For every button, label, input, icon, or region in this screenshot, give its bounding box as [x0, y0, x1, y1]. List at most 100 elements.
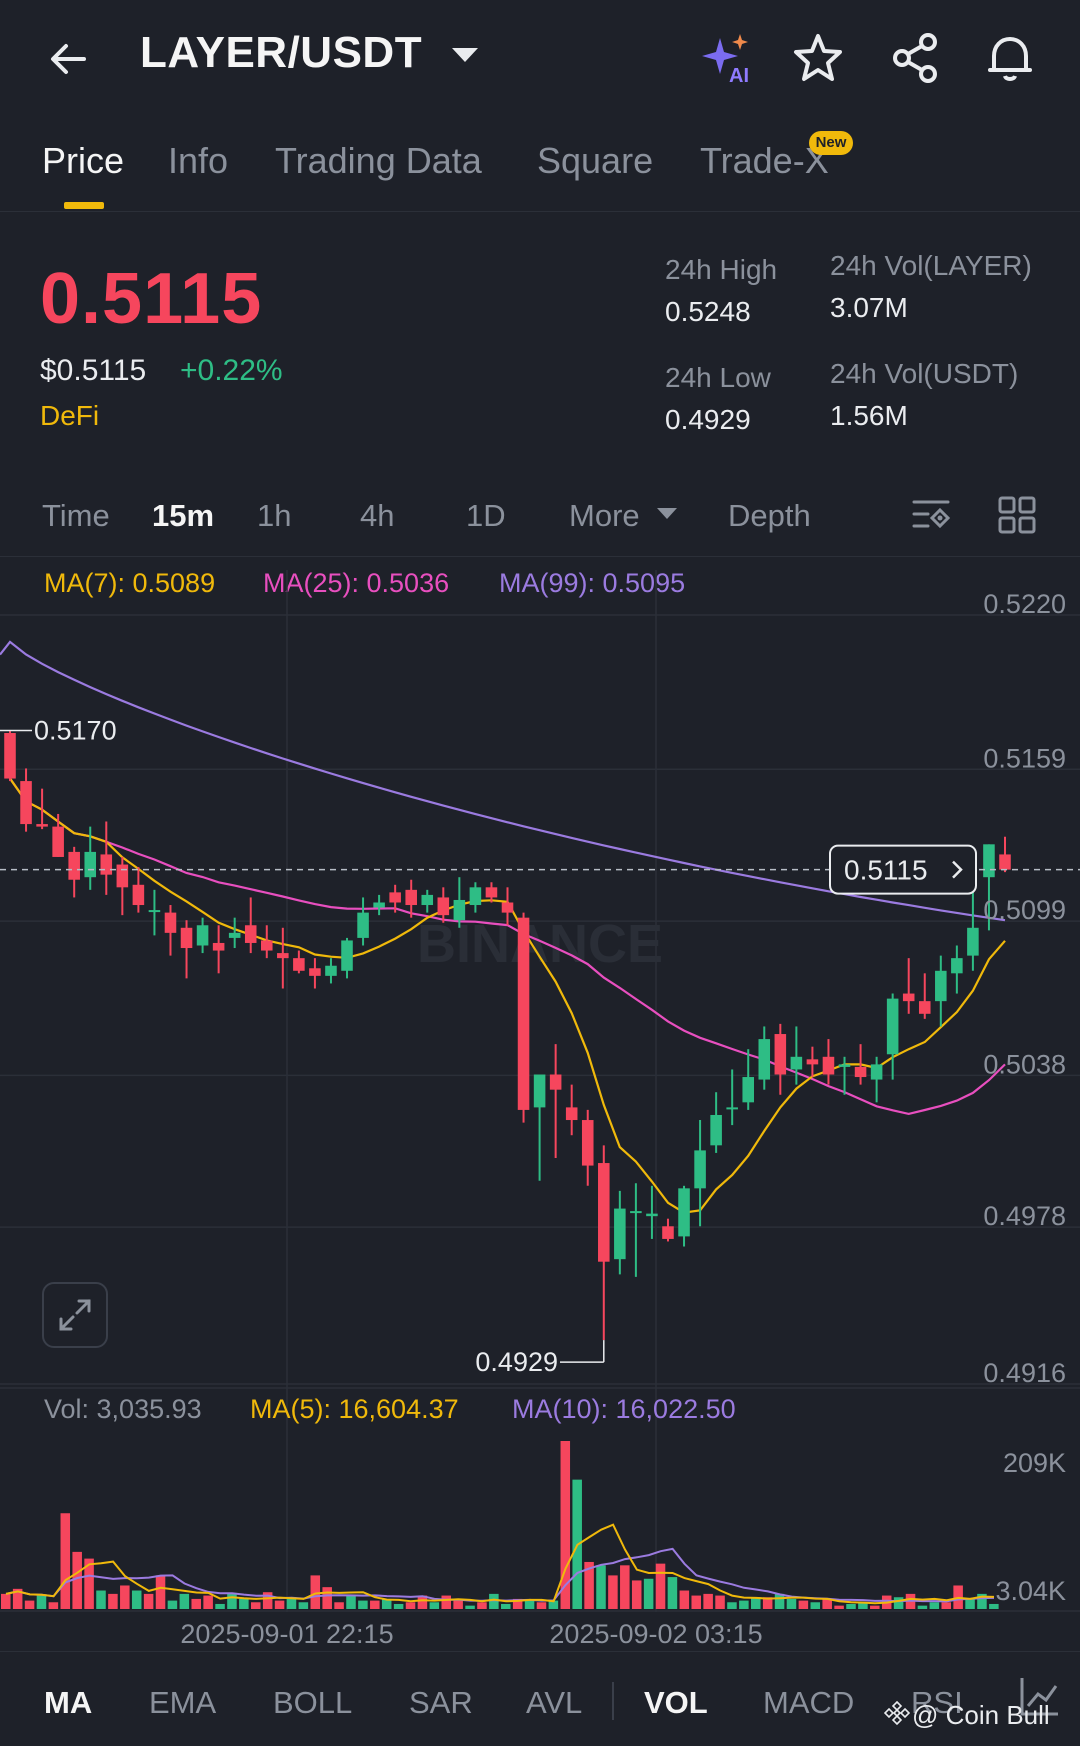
volume-bar [370, 1600, 380, 1609]
candles-group [4, 730, 1011, 1341]
candle-body [84, 851, 97, 878]
ai-label: AI [729, 65, 749, 86]
volume-bar [560, 1441, 571, 1609]
depth-button[interactable]: Depth [728, 498, 811, 533]
volume-bar [608, 1575, 618, 1609]
volume-ma5-line [5, 1523, 995, 1605]
volume-bar [703, 1593, 713, 1609]
volume-bars-group [1, 1441, 999, 1609]
volume-bar [465, 1605, 475, 1609]
volume-bar [858, 1602, 868, 1609]
volume-bar [310, 1575, 321, 1609]
ai-sparkle-icon[interactable]: AI [698, 30, 754, 86]
indicator-macd[interactable]: MACD [763, 1685, 855, 1720]
candle-body [180, 927, 193, 949]
back-arrow-icon[interactable] [44, 34, 94, 84]
tab-square[interactable]: Square [537, 140, 654, 181]
vol-quote-label: 24h Vol(USDT) [830, 358, 1019, 389]
grid-layout-icon[interactable] [996, 494, 1038, 536]
candle-body [662, 1226, 674, 1239]
volume-bar [489, 1593, 499, 1609]
indicator-settings-icon[interactable] [1018, 1674, 1062, 1718]
indicator-avl[interactable]: AVL [526, 1685, 583, 1720]
candle-body [517, 917, 530, 1110]
timeframe-1h[interactable]: 1h [257, 498, 292, 533]
indicator-separator [612, 1682, 614, 1720]
candle-body [774, 1034, 787, 1075]
share-icon[interactable] [888, 30, 944, 86]
volume-bar [36, 1595, 47, 1609]
candle-body [758, 1039, 771, 1080]
volume-bar [131, 1590, 142, 1609]
volume-bar [286, 1597, 297, 1609]
volume-bar [441, 1595, 451, 1609]
volume-bar [346, 1595, 356, 1609]
price-change-percent: +0.22% [180, 354, 283, 387]
candle-body [68, 851, 80, 880]
volume-bar [322, 1587, 332, 1609]
candle-body [918, 1001, 931, 1014]
volume-bar [405, 1602, 416, 1609]
timeframe-4h[interactable]: 4h [360, 498, 395, 533]
bell-notification-icon[interactable] [982, 30, 1038, 86]
indicator-vol[interactable]: VOL [644, 1685, 708, 1720]
candle-body [148, 910, 161, 913]
volume-bar [739, 1600, 749, 1609]
timeframe-15m[interactable]: 15m [152, 498, 215, 533]
indicator-bar: MA EMA BOLL SAR AVL VOL MACD RSI [0, 1651, 1080, 1746]
price-axis-label: 0.4978 [983, 1201, 1066, 1231]
chart-settings-icon[interactable] [910, 494, 952, 536]
star-favorite-icon[interactable] [790, 30, 846, 86]
volume-bar [381, 1598, 392, 1609]
candle-body [678, 1188, 690, 1237]
volume-bar [24, 1600, 35, 1609]
candle-body [598, 1163, 610, 1262]
candle-body [999, 854, 1011, 870]
indicator-ema[interactable]: EMA [149, 1685, 217, 1720]
volume-axis-label: 209K [1003, 1448, 1066, 1478]
tab-trading-data[interactable]: Trading Data [275, 140, 482, 181]
candle-body [806, 1059, 819, 1065]
tab-trade-x[interactable]: Trade-X [700, 140, 829, 181]
volume-bar [143, 1593, 154, 1609]
exchange-watermark: BINANCE [417, 914, 663, 974]
tab-info[interactable]: Info [168, 140, 229, 181]
tab-price[interactable]: Price [42, 140, 125, 181]
fullscreen-button[interactable] [42, 1282, 108, 1348]
volume-bar [417, 1595, 428, 1609]
candlestick-chart[interactable]: BINANCE 0.52200.51590.50990.50380.49780.… [0, 556, 1080, 1656]
timeframe-time[interactable]: Time [42, 498, 110, 533]
pair-dropdown-caret-icon[interactable] [452, 48, 478, 62]
candle-body [983, 844, 995, 878]
candle-body [694, 1150, 706, 1189]
more-caret-icon[interactable] [657, 508, 677, 519]
candle-body [132, 884, 145, 906]
volume-bar [429, 1602, 440, 1609]
category-tag[interactable]: DeFi [40, 400, 100, 431]
indicator-rsi[interactable]: RSI [911, 1685, 963, 1720]
candle-body [485, 887, 498, 898]
volume-bar [96, 1590, 106, 1609]
volume-bar [762, 1597, 773, 1609]
volume-bar [262, 1592, 273, 1609]
candle-body [614, 1208, 626, 1260]
candle-body [228, 932, 241, 938]
candle-body [244, 925, 257, 943]
candle-body [533, 1074, 546, 1108]
chart-grid [0, 570, 1080, 1612]
indicator-sar[interactable]: SAR [409, 1685, 473, 1720]
volume-bar [655, 1563, 666, 1609]
candle-body [341, 940, 353, 971]
volume-bar [929, 1602, 940, 1609]
timeframe-more[interactable]: More [569, 498, 640, 533]
indicator-boll[interactable]: BOLL [273, 1685, 353, 1720]
volume-bar [620, 1565, 630, 1609]
indicator-ma[interactable]: MA [44, 1685, 93, 1720]
volume-bar [501, 1603, 511, 1609]
candle-body [389, 892, 401, 903]
pair-title[interactable]: LAYER/USDT [140, 28, 423, 77]
new-badge: New [809, 131, 853, 155]
min-price-label: 0.4929 [475, 1347, 558, 1377]
timeframe-1d[interactable]: 1D [466, 498, 506, 533]
vol-quote-value: 1.56M [830, 400, 908, 431]
